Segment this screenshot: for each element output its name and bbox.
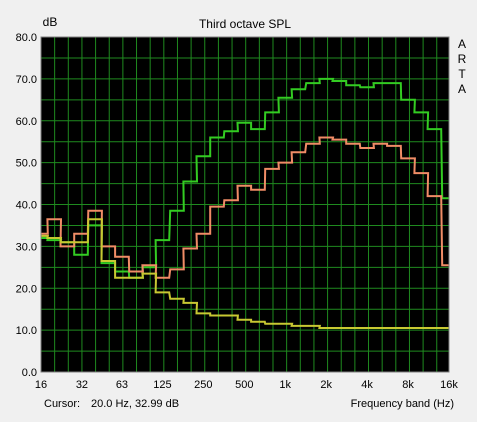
x-tick-label: 16k: [440, 379, 458, 391]
y-tick-label: 30.0: [16, 241, 37, 253]
plot-border: [40, 36, 450, 373]
x-tick-label: 1k: [279, 379, 291, 391]
y-tick-label: 80.0: [16, 32, 37, 44]
x-tick-label: 16: [35, 379, 47, 391]
x-tick-label: 32: [76, 379, 88, 391]
x-tick-label: 125: [153, 379, 171, 391]
y-tick-label: 70.0: [16, 74, 37, 86]
series-line: [41, 218, 449, 329]
x-axis-label: Frequency band (Hz): [351, 398, 454, 410]
arta-logo-letter: T: [458, 67, 466, 81]
arta-logo-letter: A: [458, 82, 466, 96]
y-tick-label: 10.0: [16, 325, 37, 337]
arta-logo-letter: R: [458, 52, 467, 66]
y-tick-label: 50.0: [16, 158, 37, 170]
arta-logo-letter: A: [458, 37, 466, 51]
y-tick-label: 20.0: [16, 283, 37, 295]
x-tick-label: 500: [235, 379, 253, 391]
cursor-label: Cursor:: [44, 398, 80, 410]
cursor-value: 20.0 Hz, 32.99 dB: [91, 398, 179, 410]
x-tick-label: 63: [116, 379, 128, 391]
y-tick-label: 0.0: [22, 367, 37, 379]
x-tick-label: 8k: [402, 379, 414, 391]
x-tick-label: 2k: [320, 379, 332, 391]
chart-title: Third octave SPL: [199, 17, 291, 31]
series-line: [41, 136, 449, 279]
x-tick-label: 250: [194, 379, 212, 391]
series-line: [41, 77, 449, 279]
y-tick-label: 60.0: [16, 116, 37, 128]
y-axis-label: dB: [43, 15, 58, 29]
y-tick-label: 40.0: [16, 200, 37, 212]
x-tick-label: 4k: [361, 379, 373, 391]
